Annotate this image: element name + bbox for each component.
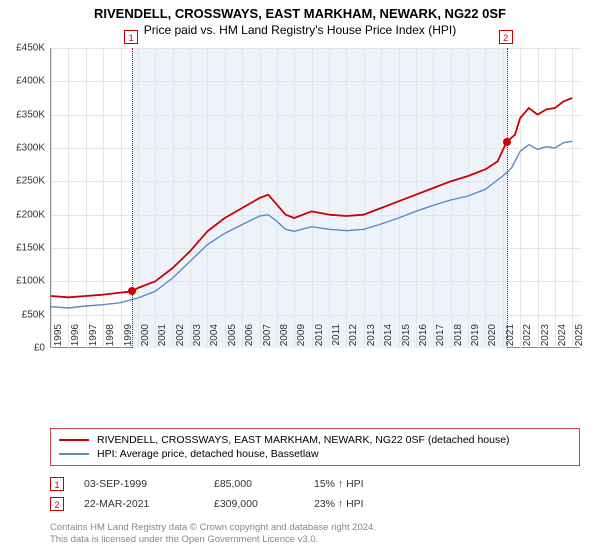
event-pct: 23% ↑ HPI — [314, 498, 404, 510]
x-tick-label: 2015 — [401, 324, 412, 354]
y-tick-label: £300K — [0, 143, 45, 154]
legend-label: HPI: Average price, detached house, Bass… — [97, 448, 319, 460]
legend-item: HPI: Average price, detached house, Bass… — [59, 447, 571, 461]
legend-item: RIVENDELL, CROSSWAYS, EAST MARKHAM, NEWA… — [59, 433, 571, 447]
legend-swatch — [59, 439, 89, 441]
chart-marker-box: 2 — [499, 30, 513, 44]
legend-label: RIVENDELL, CROSSWAYS, EAST MARKHAM, NEWA… — [97, 434, 510, 446]
x-tick-label: 1996 — [70, 324, 81, 354]
y-tick-label: £350K — [0, 109, 45, 120]
y-tick-label: £200K — [0, 209, 45, 220]
y-tick-label: £50K — [0, 309, 45, 320]
event-date: 22-MAR-2021 — [84, 498, 194, 510]
y-tick-label: £400K — [0, 76, 45, 87]
footer-line: This data is licensed under the Open Gov… — [50, 534, 376, 546]
x-tick-label: 2014 — [383, 324, 394, 354]
chart-marker-box: 1 — [124, 30, 138, 44]
event-date: 03-SEP-1999 — [84, 478, 194, 490]
x-tick-label: 2009 — [296, 324, 307, 354]
footer-line: Contains HM Land Registry data © Crown c… — [50, 522, 376, 534]
x-tick-label: 1997 — [88, 324, 99, 354]
line-series-svg — [51, 48, 581, 348]
y-tick-label: £100K — [0, 276, 45, 287]
events-table: 1 03-SEP-1999 £85,000 15% ↑ HPI 2 22-MAR… — [50, 474, 580, 514]
event-row: 2 22-MAR-2021 £309,000 23% ↑ HPI — [50, 494, 580, 514]
event-price: £309,000 — [214, 498, 294, 510]
x-tick-label: 1995 — [53, 324, 64, 354]
x-tick-label: 2007 — [262, 324, 273, 354]
x-tick-label: 2021 — [505, 324, 516, 354]
legend-swatch — [59, 453, 89, 455]
x-tick-label: 2005 — [227, 324, 238, 354]
x-tick-label: 2001 — [157, 324, 168, 354]
x-tick-label: 2000 — [140, 324, 151, 354]
x-tick-label: 2006 — [244, 324, 255, 354]
y-tick-label: £150K — [0, 243, 45, 254]
x-tick-label: 2018 — [453, 324, 464, 354]
x-tick-label: 2013 — [366, 324, 377, 354]
event-row: 1 03-SEP-1999 £85,000 15% ↑ HPI — [50, 474, 580, 494]
footer: Contains HM Land Registry data © Crown c… — [50, 522, 376, 547]
chart-area: £0£50K£100K£150K£200K£250K£300K£350K£400… — [50, 48, 580, 388]
x-tick-label: 2011 — [331, 324, 342, 354]
x-tick-label: 2012 — [348, 324, 359, 354]
y-tick-label: £450K — [0, 43, 45, 54]
chart-title: RIVENDELL, CROSSWAYS, EAST MARKHAM, NEWA… — [0, 6, 600, 21]
y-tick-label: £0 — [0, 343, 45, 354]
x-tick-label: 2022 — [522, 324, 533, 354]
legend: RIVENDELL, CROSSWAYS, EAST MARKHAM, NEWA… — [50, 428, 580, 466]
x-tick-label: 2004 — [209, 324, 220, 354]
x-tick-label: 2016 — [418, 324, 429, 354]
event-pct: 15% ↑ HPI — [314, 478, 404, 490]
event-marker-box: 2 — [50, 497, 64, 511]
event-price: £85,000 — [214, 478, 294, 490]
x-tick-label: 2020 — [487, 324, 498, 354]
x-tick-label: 2017 — [435, 324, 446, 354]
x-tick-label: 1998 — [105, 324, 116, 354]
x-tick-label: 2010 — [314, 324, 325, 354]
x-tick-label: 2025 — [574, 324, 585, 354]
x-tick-label: 2024 — [557, 324, 568, 354]
x-tick-label: 2023 — [540, 324, 551, 354]
x-tick-label: 2019 — [470, 324, 481, 354]
y-tick-label: £250K — [0, 176, 45, 187]
plot-area — [50, 48, 580, 348]
event-marker-box: 1 — [50, 477, 64, 491]
x-tick-label: 2002 — [175, 324, 186, 354]
x-tick-label: 2003 — [192, 324, 203, 354]
x-tick-label: 2008 — [279, 324, 290, 354]
x-tick-label: 1999 — [123, 324, 134, 354]
